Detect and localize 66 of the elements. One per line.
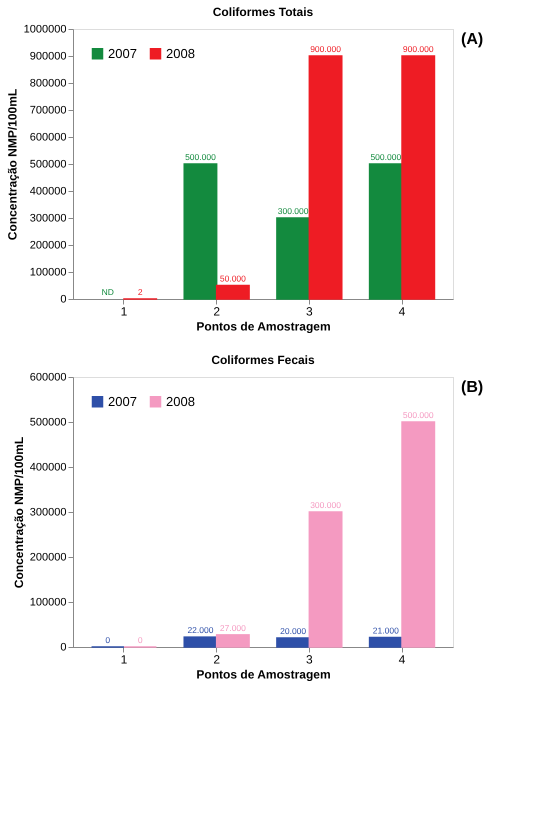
bar [401, 55, 436, 300]
y-tick-label: 100000 [30, 596, 66, 608]
text: ND [102, 287, 114, 297]
x-tick-label: 2 [213, 652, 220, 666]
y-tick-label: 600000 [30, 132, 66, 144]
y-tick-label: 0 [60, 642, 66, 654]
bar [276, 637, 310, 648]
x-tick-label: 3 [306, 304, 313, 318]
data-label: 22.000 [187, 625, 214, 636]
x-tick-label: 1 [120, 652, 128, 666]
text: (A) [461, 31, 484, 48]
y-tick-label: 800000 [30, 78, 66, 90]
y-tick-label: 600000 [30, 372, 66, 384]
bar [216, 634, 250, 648]
legend-label: 2007 [108, 394, 137, 409]
x-axis-title: Pontos de Amostragem [196, 320, 331, 334]
y-tick-label: 400000 [30, 462, 66, 474]
data-label: 500.000 [370, 152, 402, 162]
y-tick-label: 500000 [30, 158, 66, 170]
x-tick-label: 1 [120, 304, 128, 318]
y-tick-label: 1000000 [24, 24, 66, 36]
y-axis-title: Concentração NMP/100mL [6, 88, 20, 240]
y-tick-label: 300000 [30, 212, 66, 224]
y-tick-label: 500000 [30, 416, 66, 428]
data-label: 50.000 [220, 274, 246, 284]
data-label: 300.000 [310, 500, 342, 510]
data-label: 300.000 [278, 206, 309, 216]
chart-title: Coliformes Fecais [211, 353, 316, 367]
legend-label: 2008 [166, 394, 195, 409]
legend-label: 2007 [108, 46, 137, 61]
x-tick-label: 2 [213, 304, 220, 318]
bar [183, 636, 218, 648]
legend-label: 2008 [166, 46, 195, 61]
data-label: 900.000 [402, 44, 434, 54]
data-label: 2 [138, 287, 143, 297]
x-tick-label: 4 [398, 304, 406, 318]
chart-title: Coliformes Totais [212, 5, 314, 19]
data-label: 500.000 [185, 152, 216, 162]
bar [216, 284, 250, 300]
y-tick-label: 200000 [30, 552, 66, 564]
text: (B) [461, 379, 484, 396]
data-label: 27.000 [220, 622, 246, 633]
y-tick-label: 400000 [30, 186, 66, 198]
data-label: 500.000 [402, 410, 434, 420]
y-tick-label: 900000 [30, 50, 66, 62]
data-label: 20.000 [280, 626, 306, 636]
x-tick-label: 3 [306, 652, 313, 666]
x-tick-label: 4 [398, 652, 406, 666]
data-label: 0 [138, 635, 143, 645]
y-tick-label: 700000 [30, 104, 66, 116]
data-label: 0 [105, 635, 110, 645]
y-tick-label: 200000 [30, 240, 66, 252]
y-tick-label: 100000 [30, 266, 66, 278]
bar [368, 163, 403, 300]
y-tick-label: 300000 [30, 506, 66, 518]
bar [401, 421, 436, 648]
data-label: 21.000 [372, 626, 400, 636]
x-axis-title: Pontos de Amostragem [196, 668, 331, 682]
bar [308, 511, 343, 648]
data-label: 900.000 [310, 44, 342, 54]
y-axis-title: Concentração NMP/100mL [12, 436, 26, 588]
bar [276, 217, 310, 300]
bar [368, 636, 403, 648]
y-tick-label: 0 [60, 294, 66, 306]
bar [308, 55, 343, 300]
bar [183, 163, 218, 300]
